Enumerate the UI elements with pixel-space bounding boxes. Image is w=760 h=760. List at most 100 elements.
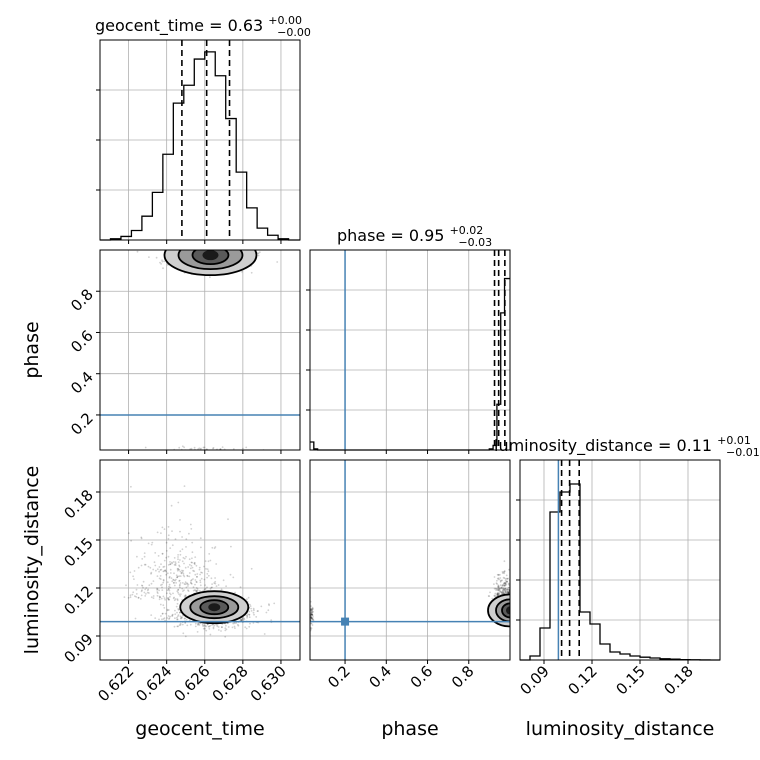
scatter-dist-geocent-sample (199, 573, 202, 576)
scatter-dist-geocent-sample (158, 566, 161, 568)
scatter-dist-phase-sample (498, 588, 501, 591)
scatter-dist-phase-sample (521, 607, 523, 609)
scatter-dist-phase-sample (512, 586, 514, 588)
scatter-dist-geocent-sample (178, 584, 181, 587)
scatter-dist-geocent-sample (158, 570, 161, 573)
scatter-dist-geocent-xtick-label-4: 0.630 (247, 662, 290, 705)
scatter-dist-geocent-sample (179, 559, 181, 561)
scatter-dist-geocent-sample (197, 624, 199, 626)
scatter-dist-geocent-sample (176, 618, 179, 621)
scatter-dist-phase-sample (502, 592, 505, 595)
scatter-dist-geocent-sample (206, 576, 209, 579)
scatter-dist-geocent-sample (235, 622, 238, 624)
scatter-phase-geocent-sample (223, 247, 225, 249)
scatter-dist-phase-sample (514, 604, 516, 606)
scatter-dist-geocent-sample (184, 617, 187, 620)
scatter-phase-geocent-ytick-label-1: 0.4 (67, 368, 97, 398)
scatter-dist-geocent-sample (182, 556, 185, 559)
scatter-dist-geocent-sample (145, 587, 148, 589)
scatter-dist-geocent-sample (177, 625, 180, 628)
scatter-dist-geocent-sample (140, 537, 143, 540)
scatter-dist-phase-sample (498, 586, 500, 588)
scatter-dist-geocent-sample (174, 598, 177, 600)
scatter-dist-phase-sample (501, 591, 504, 594)
scatter-dist-geocent-sample (230, 545, 232, 548)
scatter-dist-geocent-sample (199, 584, 202, 587)
scatter-dist-geocent-sample (179, 622, 182, 625)
scatter-dist-geocent-sample (146, 589, 149, 592)
scatter-dist-phase-sample (513, 606, 515, 608)
scatter-dist-geocent-sample (171, 580, 174, 583)
scatter-dist-phase-sample (493, 576, 496, 578)
scatter-dist-phase-sample (312, 619, 314, 621)
scatter-dist-phase-sample (522, 599, 524, 601)
scatter-dist-geocent-sample (206, 623, 209, 626)
scatter-dist-phase-sample (503, 582, 506, 584)
scatter-dist-geocent-sample (167, 615, 170, 617)
scatter-dist-geocent-sample (170, 577, 173, 579)
scatter-dist-geocent-sample (169, 563, 172, 566)
scatter-dist-phase-truth-marker (341, 617, 350, 626)
scatter-dist-geocent-sample (202, 627, 205, 630)
scatter-dist-geocent-sample (161, 612, 164, 615)
scatter-dist-phase-sample (506, 591, 509, 593)
scatter-dist-phase-sample (310, 608, 312, 610)
scatter-dist-geocent-sample (158, 595, 161, 598)
scatter-dist-phase-sample (310, 617, 313, 620)
scatter-dist-geocent-sample (225, 624, 227, 627)
scatter-dist-geocent-sample (144, 588, 147, 591)
scatter-dist-geocent-sample (173, 584, 176, 587)
scatter-dist-phase-sample (498, 592, 500, 594)
scatter-dist-phase-sample (511, 600, 513, 602)
scatter-dist-geocent-sample (168, 617, 171, 620)
scatter-dist-phase-sample (513, 607, 515, 609)
scatter-dist-geocent-sample (256, 610, 259, 612)
scatter-dist-phase-sample (518, 603, 520, 605)
scatter-phase-geocent-contour-3 (202, 250, 219, 261)
scatter-dist-geocent-sample (179, 595, 182, 597)
scatter-dist-geocent-sample (142, 580, 145, 583)
scatter-dist-geocent-sample (265, 611, 268, 614)
scatter-dist-geocent-sample (162, 604, 165, 607)
scatter-phase-geocent-sample (182, 247, 184, 249)
scatter-dist-phase-sample (506, 588, 509, 591)
scatter-dist-geocent-sample (130, 485, 132, 488)
scatter-dist-geocent-sample (163, 597, 166, 599)
title-luminosity-distance-main: luminosity_distance = 0.11 (494, 436, 712, 456)
scatter-dist-phase-sample (497, 577, 500, 580)
scatter-dist-phase-sample (512, 596, 514, 598)
scatter-dist-phase-sample (514, 592, 516, 594)
scatter-phase-geocent-sample (240, 247, 242, 249)
scatter-dist-geocent-sample (194, 573, 197, 576)
scatter-dist-phase-sample (521, 605, 523, 607)
scatter-dist-geocent-sample (180, 616, 183, 618)
scatter-dist-geocent-sample (172, 581, 175, 584)
scatter-dist-phase-sample (515, 607, 517, 609)
scatter-dist-phase-sample (512, 605, 514, 607)
scatter-phase-geocent-sample (148, 256, 150, 258)
scatter-dist-geocent-sample (192, 586, 195, 589)
scatter-dist-phase-sample (500, 587, 503, 590)
scatter-dist-geocent-sample (159, 578, 162, 580)
scatter-dist-geocent-sample (233, 622, 236, 625)
scatter-dist-geocent-sample (210, 577, 213, 580)
scatter-dist-phase-sample (310, 612, 313, 615)
scatter-phase-geocent-sample (190, 447, 193, 450)
scatter-dist-geocent-sample (172, 592, 174, 595)
scatter-dist-phase-sample (310, 613, 313, 616)
scatter-dist-geocent-sample (190, 582, 193, 585)
scatter-dist-phase-sample (521, 588, 523, 590)
hist-luminosity-distance-xtick-label-3: 0.18 (660, 662, 696, 698)
scatter-dist-geocent-sample (215, 623, 218, 626)
scatter-dist-phase-sample (507, 591, 510, 594)
scatter-dist-phase-sample (511, 606, 513, 608)
scatter-dist-phase-sample (505, 582, 507, 585)
scatter-dist-phase-sample (504, 578, 507, 580)
scatter-dist-phase-sample (507, 586, 510, 589)
scatter-dist-phase-sample (493, 594, 496, 597)
scatter-dist-geocent-sample (178, 579, 181, 582)
scatter-dist-geocent-contours (179, 590, 250, 625)
scatter-dist-phase-sample (513, 603, 515, 605)
scatter-dist-geocent-sample (237, 624, 240, 627)
scatter-dist-geocent-sample (159, 569, 162, 571)
